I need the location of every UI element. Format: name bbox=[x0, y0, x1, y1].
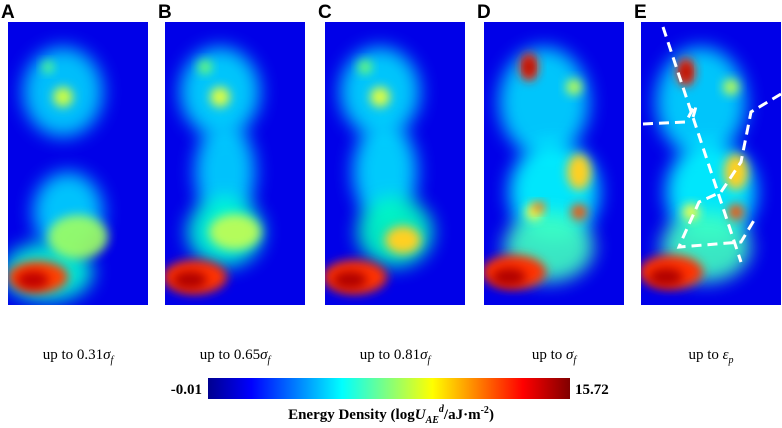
hot-spot bbox=[723, 79, 739, 95]
panel-caption: up to 0.81σf bbox=[360, 347, 432, 366]
hot-spot bbox=[499, 47, 589, 157]
panel: Bup to 0.65σf bbox=[158, 2, 305, 366]
hot-spot bbox=[370, 87, 390, 107]
heatmap bbox=[641, 22, 781, 305]
caption-symbol: σ bbox=[566, 347, 574, 363]
caption-text: up to 0.65 bbox=[200, 347, 260, 363]
panel: Aup to 0.31σf bbox=[1, 2, 148, 366]
caption-text: up to 0.81 bbox=[360, 347, 420, 363]
hot-spot bbox=[53, 87, 73, 107]
hot-spot bbox=[385, 226, 421, 254]
label-exp: -2 bbox=[481, 405, 489, 416]
label-var: U bbox=[415, 407, 427, 423]
hot-spot bbox=[198, 60, 212, 74]
panel-letter: D bbox=[477, 2, 491, 23]
hot-spot bbox=[42, 61, 54, 73]
panel-letter: C bbox=[318, 2, 332, 23]
panel-letter: B bbox=[158, 2, 172, 23]
caption-sub: f bbox=[268, 355, 272, 366]
caption-sub: f bbox=[428, 355, 432, 366]
hot-spot bbox=[566, 79, 582, 95]
dashed-line bbox=[661, 26, 743, 263]
caption-symbol: σ bbox=[103, 347, 111, 363]
label-part: Energy Density (log bbox=[288, 407, 415, 423]
caption-symbol: σ bbox=[260, 347, 268, 363]
heatmap bbox=[484, 22, 624, 305]
heatmap bbox=[165, 22, 305, 305]
caption-sub: f bbox=[111, 355, 115, 366]
hot-spot bbox=[333, 271, 367, 289]
dashed-line bbox=[676, 92, 782, 249]
panel-letter: A bbox=[1, 2, 15, 23]
panel-caption: up to σf bbox=[532, 347, 578, 366]
caption-text: up to bbox=[688, 347, 722, 363]
hot-spot bbox=[210, 87, 230, 107]
panel-caption: up to 0.31σf bbox=[43, 347, 115, 366]
hot-spot bbox=[48, 215, 108, 259]
hot-spot bbox=[353, 122, 417, 222]
hot-spot bbox=[571, 204, 587, 220]
panel-letter: E bbox=[634, 2, 647, 23]
heatmap bbox=[325, 22, 465, 305]
hot-spot bbox=[728, 204, 744, 220]
dashed-line bbox=[642, 104, 698, 126]
hot-spot bbox=[17, 271, 49, 289]
heatmap bbox=[8, 22, 148, 305]
label-part: ) bbox=[489, 407, 494, 423]
panel: Eup to εp bbox=[634, 2, 782, 366]
hot-spot bbox=[567, 154, 591, 190]
caption-text: up to 0.31 bbox=[43, 347, 103, 363]
hot-spot bbox=[358, 60, 372, 74]
panel: Cup to 0.81σf bbox=[318, 2, 465, 366]
hot-spot bbox=[173, 271, 207, 289]
hot-spot bbox=[492, 268, 526, 286]
hot-spot bbox=[533, 202, 545, 212]
caption-text: up to bbox=[532, 347, 566, 363]
hot-spot bbox=[525, 59, 533, 75]
hot-spot bbox=[209, 214, 261, 250]
caption-sub: p bbox=[728, 355, 734, 366]
panel-caption: up to εp bbox=[688, 347, 733, 366]
caption-sub: f bbox=[573, 355, 577, 366]
label-sub: AE bbox=[425, 415, 440, 426]
colorbar-label: Energy Density (logUAEd/aJ·m-2) bbox=[288, 404, 494, 426]
colorbar-max: 15.72 bbox=[575, 382, 609, 398]
label-sup: d bbox=[439, 404, 445, 415]
caption-symbol: σ bbox=[420, 347, 428, 363]
label-part: /aJ·m bbox=[443, 407, 481, 423]
panel: Dup to σf bbox=[477, 2, 624, 366]
hot-spot bbox=[649, 268, 683, 286]
colorbar bbox=[208, 378, 570, 399]
caption-symbol: ε bbox=[723, 347, 729, 363]
hot-spot bbox=[682, 64, 690, 80]
panel-caption: up to 0.65σf bbox=[200, 347, 272, 366]
colorbar-min: -0.01 bbox=[171, 382, 202, 398]
hot-spot bbox=[195, 122, 255, 222]
